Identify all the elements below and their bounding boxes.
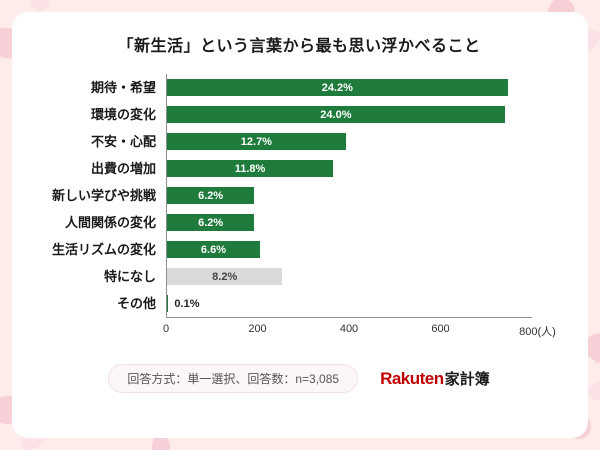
bar-track: 6.2% — [167, 209, 532, 236]
bar-track: 24.2% — [167, 74, 532, 101]
bar-track: 11.8% — [167, 155, 532, 182]
category-label: 人間関係の変化 — [64, 215, 156, 230]
category-label: 期待・希望 — [90, 80, 156, 95]
kakeibo-wordmark: 家計簿 — [444, 371, 490, 388]
bar — [167, 187, 255, 204]
chart-title: 「新生活」という言葉から最も思い浮かべること — [117, 38, 481, 55]
bar — [167, 268, 283, 285]
bar-track: 8.2% — [167, 263, 532, 290]
bar — [167, 133, 346, 150]
value-label: 6.2% — [198, 189, 224, 202]
value-label: 6.2% — [198, 216, 224, 229]
bar-track: 12.7% — [167, 128, 532, 155]
category-label: 生活リズムの変化 — [51, 242, 156, 257]
rakuten-wordmark: Rakuten — [380, 369, 444, 388]
category-label: その他 — [116, 296, 156, 311]
chart-card: 「新生活」という言葉から最も思い浮かべること 期待・希望環境の変化不安・心配出費… — [12, 12, 588, 438]
value-label: 24.2% — [321, 81, 353, 94]
value-label: 24.0% — [320, 108, 352, 121]
bar — [167, 214, 255, 231]
bar-track: 6.6% — [167, 236, 532, 263]
x-axis-tick: 400 — [339, 323, 359, 335]
x-axis-tick: 200 — [248, 323, 267, 335]
rakuten-kakeibo-logo: Rakuten 家計簿 — [380, 368, 490, 389]
bar-chart: 期待・希望環境の変化不安・心配出費の増加新しい学びや挑戦人間関係の変化生活リズム… — [26, 74, 572, 338]
bar — [167, 241, 260, 258]
value-label: 6.6% — [200, 243, 226, 256]
bar-track: 6.2% — [167, 182, 532, 209]
category-label: 環境の変化 — [90, 107, 156, 122]
category-label: 出費の増加 — [90, 161, 156, 176]
bar — [167, 106, 505, 123]
plot-rows: 24.2% 24.0% 12.7% 11.8% 6.2% 6.2% 6.6% 8.2% 0.1% — [166, 74, 532, 318]
value-label: 0.1% — [174, 297, 200, 310]
value-label: 11.8% — [234, 162, 266, 175]
category-axis: 期待・希望環境の変化不安・心配出費の増加新しい学びや挑戦人間関係の変化生活リズム… — [26, 74, 166, 338]
x-axis: 0 200 400 600 800(人) — [162, 318, 556, 338]
x-axis-tick: 0 — [162, 323, 170, 335]
bar — [167, 160, 334, 177]
bar — [167, 295, 169, 312]
plot-area: 24.2% 24.0% 12.7% 11.8% 6.2% 6.2% 6.6% 8.2% 0.1%… — [162, 74, 556, 338]
survey-note: 回答方式：単一選択、回答数：n=3,085 — [108, 364, 359, 393]
x-axis-tick: 800(人) — [519, 326, 556, 338]
bar — [167, 79, 508, 96]
x-axis-tick: 600 — [431, 323, 450, 335]
value-label: 12.7% — [240, 135, 272, 148]
category-label: 不安・心配 — [90, 134, 156, 149]
bar-track: 0.1% — [167, 290, 532, 317]
category-label: 特になし — [103, 269, 156, 284]
value-label: 8.2% — [212, 270, 238, 283]
category-label: 新しい学びや挑戦 — [51, 188, 156, 203]
footer: 回答方式：単一選択、回答数：n=3,085 Rakuten 家計簿 — [26, 364, 572, 393]
bar-track: 24.0% — [167, 101, 532, 128]
